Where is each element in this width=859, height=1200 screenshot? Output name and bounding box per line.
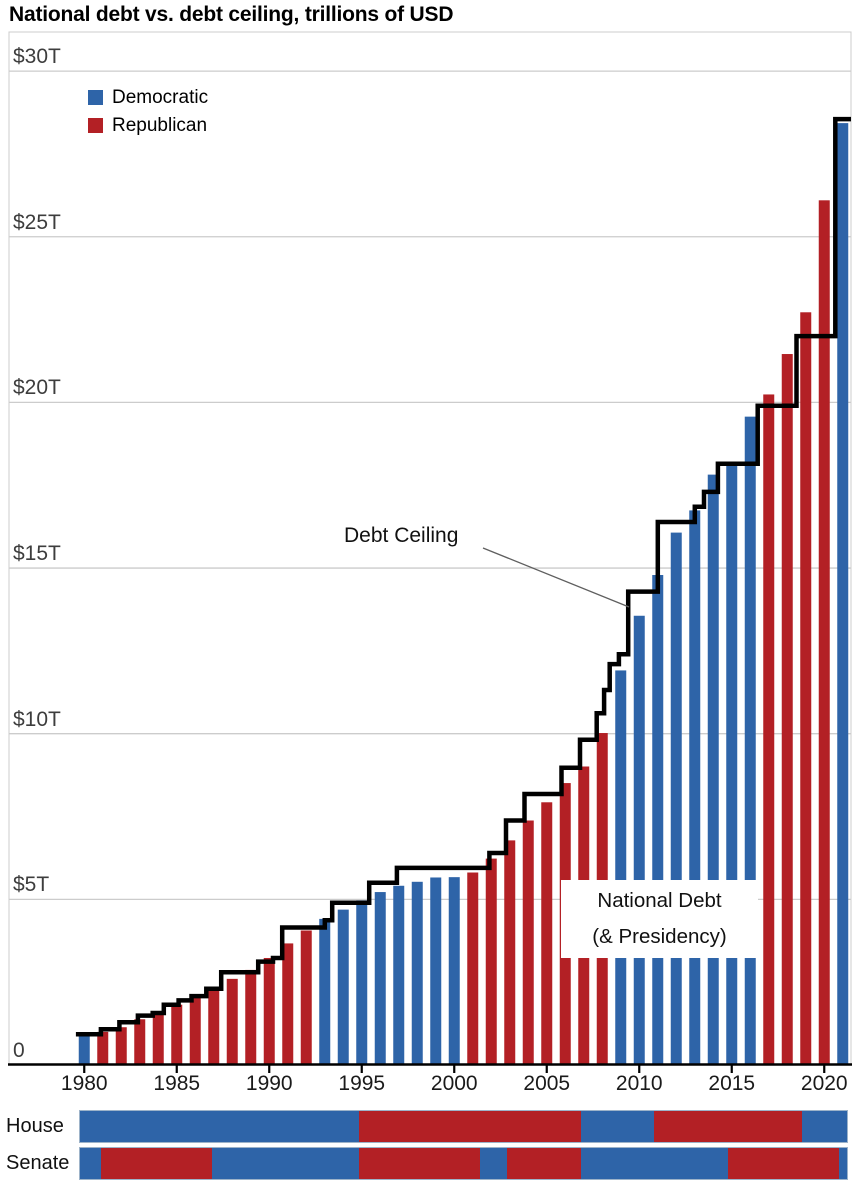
debt-bar-2021 <box>837 123 849 1065</box>
legend-item-democratic: Democratic <box>88 86 209 108</box>
debt-bar-2000 <box>448 877 460 1065</box>
senate-row-label: Senate <box>6 1152 70 1174</box>
house-segment-democratic-2 <box>580 1111 655 1142</box>
republican-color-swatch <box>88 118 103 133</box>
debt-bar-1999 <box>430 877 442 1065</box>
debt-bar-1990 <box>263 957 275 1065</box>
debt-bar-2002 <box>485 858 497 1065</box>
debt-ceiling-leader-line <box>482 547 630 608</box>
debt-bar-1986 <box>189 994 201 1065</box>
senate-segment-democratic-6 <box>580 1148 729 1179</box>
senate-segment-democratic-0 <box>80 1148 102 1179</box>
debt-bar-1984 <box>152 1012 164 1065</box>
national-debt-annotation-line1: National Debt <box>597 889 722 912</box>
senate-segment-republican-3 <box>359 1148 481 1179</box>
debt-bar-1992 <box>300 930 312 1065</box>
house-row-label: House <box>6 1115 64 1137</box>
house-segment-republican-1 <box>359 1111 581 1142</box>
debt-bar-1985 <box>171 1004 183 1065</box>
house-control-bar <box>79 1110 848 1143</box>
debt-bar-2016 <box>744 416 756 1065</box>
debt-bar-1980 <box>78 1034 90 1065</box>
debt-bar-1993 <box>319 918 331 1065</box>
debt-bar-2014 <box>707 474 719 1065</box>
debt-bar-1997 <box>393 885 405 1065</box>
legend-item-republican: Republican <box>88 114 208 136</box>
debt-ceiling-line <box>75 116 851 1037</box>
debt-bar-2004 <box>522 820 534 1065</box>
senate-segment-democratic-4 <box>480 1148 507 1179</box>
debt-bar-2015 <box>726 463 738 1065</box>
senate-segment-republican-1 <box>101 1148 212 1179</box>
chart-title: National debt vs. debt ceiling, trillion… <box>9 3 454 26</box>
legend-label-republican: Republican <box>112 114 208 136</box>
senate-segment-democratic-2 <box>211 1148 360 1179</box>
debt-bar-2017 <box>763 394 775 1065</box>
debt-bar-2011 <box>652 575 664 1065</box>
national-debt-annotation-line2: (& Presidency) <box>592 925 727 948</box>
debt-bar-1989 <box>245 969 257 1065</box>
debt-bar-2012 <box>670 532 682 1065</box>
debt-bar-1982 <box>115 1027 127 1065</box>
debt-bar-1994 <box>337 909 349 1065</box>
debt-bar-1987 <box>208 987 220 1065</box>
debt-bar-1991 <box>282 943 294 1065</box>
debt-bar-2009 <box>615 670 627 1065</box>
debt-bar-2018 <box>781 354 793 1065</box>
house-segment-democratic-0 <box>80 1111 360 1142</box>
senate-segment-republican-7 <box>728 1148 839 1179</box>
house-segment-democratic-4 <box>801 1111 847 1142</box>
house-segment-republican-3 <box>654 1111 802 1142</box>
debt-bar-2013 <box>689 510 701 1065</box>
legend-label-democratic: Democratic <box>112 86 209 108</box>
debt-ceiling-annotation: Debt Ceiling <box>344 524 459 547</box>
debt-bar-1983 <box>134 1019 146 1065</box>
debt-bar-1988 <box>226 978 238 1065</box>
debt-bar-2001 <box>467 872 479 1065</box>
debt-bar-1981 <box>97 1031 109 1065</box>
national-debt-annotation: National Debt (& Presidency) <box>561 880 758 958</box>
debt-bar-2019 <box>800 312 812 1065</box>
debt-bar-1996 <box>374 892 386 1065</box>
debt-bar-2020 <box>818 200 830 1065</box>
debt-bar-2005 <box>541 802 553 1065</box>
debt-bar-1998 <box>411 881 423 1065</box>
debt-bar-2003 <box>504 840 516 1065</box>
senate-segment-democratic-8 <box>838 1148 847 1179</box>
debt-bar-1995 <box>356 900 368 1065</box>
senate-segment-republican-5 <box>506 1148 581 1179</box>
democratic-color-swatch <box>88 90 103 105</box>
debt-bar-2010 <box>633 615 645 1065</box>
legend: Democratic Republican <box>88 86 209 145</box>
senate-control-bar <box>79 1147 848 1180</box>
